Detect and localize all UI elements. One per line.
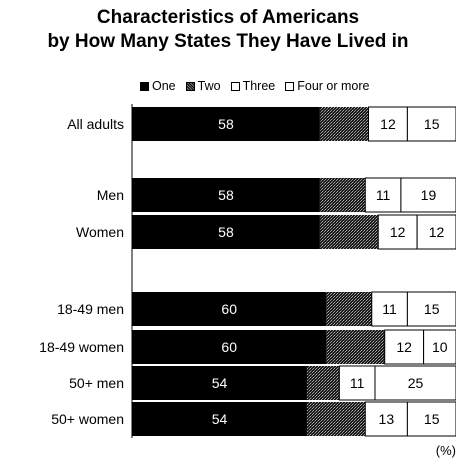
bar-segment-four bbox=[416, 214, 456, 250]
value-label-one: 54 bbox=[212, 375, 228, 391]
value-label-three: 11 bbox=[382, 301, 397, 317]
legend-item-two: Two bbox=[185, 79, 221, 93]
legend-item-three: Three bbox=[230, 79, 276, 93]
value-label-three: 12 bbox=[380, 116, 396, 132]
category-label: 50+ men bbox=[69, 375, 124, 391]
value-label-four: 15 bbox=[424, 301, 440, 317]
bar-segment-three bbox=[371, 291, 408, 327]
value-label-four: 12 bbox=[429, 224, 445, 240]
bar-segment-one bbox=[132, 402, 307, 436]
value-label-one: 54 bbox=[212, 411, 228, 427]
value-label-one: 60 bbox=[221, 339, 237, 355]
value-label-three: 11 bbox=[376, 187, 391, 203]
bar-segment-one bbox=[132, 215, 320, 249]
bar-segment-two bbox=[326, 330, 385, 364]
legend-swatch-three bbox=[230, 81, 240, 91]
value-label-three: 12 bbox=[390, 224, 406, 240]
unit-label: (%) bbox=[435, 443, 456, 458]
bar-segment-three bbox=[364, 401, 408, 437]
bar-segment-three bbox=[377, 214, 418, 250]
legend-label-three: Three bbox=[242, 79, 276, 93]
bar-segment-four bbox=[400, 177, 456, 213]
value-label-one: 58 bbox=[218, 224, 234, 240]
value-label-three: 13 bbox=[379, 411, 395, 427]
legend-label-two: Two bbox=[197, 79, 221, 93]
legend-label-one: One bbox=[152, 79, 176, 93]
value-label-three: 12 bbox=[396, 339, 412, 355]
bar-segment-four bbox=[423, 329, 456, 365]
bar-segment-one bbox=[132, 366, 307, 400]
bar-segment-four bbox=[406, 106, 456, 142]
bar-segment-one bbox=[132, 292, 327, 326]
bar-segment-two bbox=[319, 215, 379, 249]
category-label: Men bbox=[97, 187, 124, 203]
bar-segment-three bbox=[338, 365, 376, 401]
chart-subtitle: by How Many States They Have Lived in bbox=[47, 31, 409, 52]
value-label-four: 15 bbox=[424, 411, 440, 427]
value-label-one: 58 bbox=[218, 116, 234, 132]
value-label-three: 11 bbox=[350, 375, 365, 391]
category-label: 18-49 women bbox=[39, 339, 124, 355]
legend-item-one: One bbox=[140, 79, 176, 93]
legend-swatch-four bbox=[285, 81, 295, 91]
category-label: All adults bbox=[67, 116, 124, 132]
legend-item-four: Four or more bbox=[285, 79, 369, 93]
chart-title: Characteristics of Americans bbox=[96, 7, 360, 28]
category-label: 50+ women bbox=[51, 411, 124, 427]
category-label: Women bbox=[76, 224, 124, 240]
legend: One Two Three Four or more bbox=[140, 79, 369, 93]
category-label: 18-49 men bbox=[57, 301, 124, 317]
legend-label-four: Four or more bbox=[297, 79, 370, 93]
bar-segment-one bbox=[132, 330, 327, 364]
bar-segment-three bbox=[384, 329, 425, 365]
value-label-four: 10 bbox=[432, 339, 448, 355]
value-label-one: 60 bbox=[221, 301, 237, 317]
value-label-one: 58 bbox=[218, 187, 234, 203]
value-label-four: 25 bbox=[408, 375, 424, 391]
legend-swatch-two bbox=[185, 81, 195, 91]
bar-segment-two bbox=[326, 292, 372, 326]
bar-segment-two bbox=[319, 178, 366, 212]
bar-segment-two bbox=[306, 366, 340, 400]
value-label-four: 15 bbox=[424, 116, 440, 132]
bar-segment-four bbox=[374, 365, 456, 401]
value-label-four: 19 bbox=[421, 187, 437, 203]
bar-segment-two bbox=[306, 402, 366, 436]
bar-segment-one bbox=[132, 107, 320, 141]
bars-group: All adults 58 12 15 Men 58 11 19 Women 58 12 12 18-4… bbox=[39, 106, 456, 437]
bar-segment-one bbox=[132, 178, 320, 212]
bar-segment-four bbox=[406, 401, 456, 437]
legend-swatch-one bbox=[140, 81, 149, 91]
bar-segment-three bbox=[364, 177, 402, 213]
bar-segment-three bbox=[368, 106, 408, 142]
bar-segment-two bbox=[319, 107, 369, 141]
